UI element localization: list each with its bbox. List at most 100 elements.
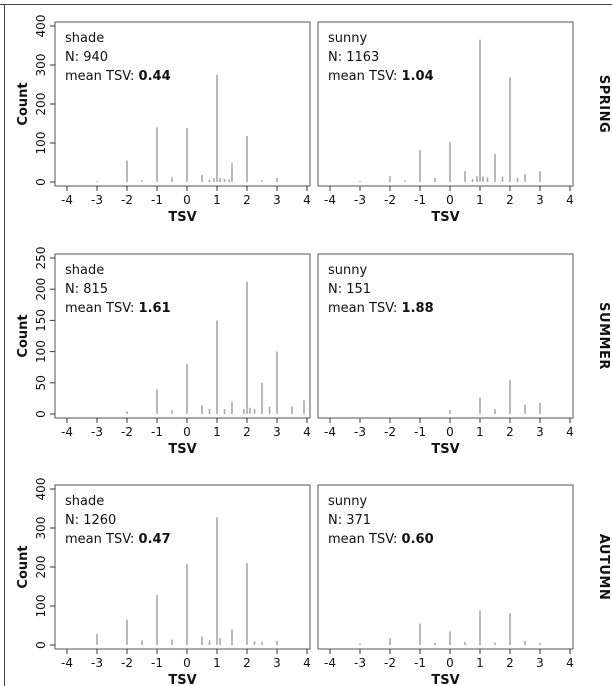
x-tick-label: 0 [446, 193, 454, 207]
x-tick-label: 4 [303, 656, 311, 670]
sample-size-label: N: 1163 [328, 50, 379, 65]
mean-tsv-label: mean TSV: 1.88 [328, 301, 434, 316]
x-tick-label: 1 [213, 193, 221, 207]
x-tick-label: -4 [324, 193, 336, 207]
mean-tsv-value: 0.44 [139, 69, 171, 84]
x-tick-label: 0 [446, 656, 454, 670]
mean-tsv-value: 1.61 [139, 301, 171, 316]
x-tick-label: 0 [446, 425, 454, 439]
x-axis-title: TSV [168, 442, 196, 457]
x-tick-label: 0 [183, 193, 191, 207]
x-axis-title: TSV [168, 210, 196, 225]
x-tick-label: -3 [354, 193, 366, 207]
mean-tsv-prefix: mean TSV: [328, 301, 402, 316]
y-tick-label: 400 [34, 15, 48, 38]
x-tick-label: 1 [476, 425, 484, 439]
x-tick-label: 3 [273, 193, 281, 207]
row-label-spring: SPRING [596, 75, 611, 133]
mean-tsv-value: 1.88 [402, 301, 434, 316]
sample-size-label: N: 940 [65, 50, 108, 65]
y-tick-label: 0 [34, 178, 48, 186]
x-tick-label: -3 [91, 425, 103, 439]
panel-frame [317, 484, 574, 650]
panel-frame [54, 484, 311, 650]
mean-tsv-value: 0.60 [402, 532, 434, 547]
x-tick-label: -2 [121, 193, 133, 207]
x-tick-label: -3 [91, 656, 103, 670]
x-tick-label: 0 [183, 656, 191, 670]
mean-tsv-value: 0.47 [139, 532, 171, 547]
panel-frame [317, 253, 574, 419]
y-tick-label: 250 [34, 247, 48, 270]
x-axis-title: TSV [431, 673, 459, 686]
group-label: shade [65, 494, 104, 509]
group-label: shade [65, 31, 104, 46]
y-tick-label: 100 [34, 132, 48, 155]
x-tick-label: 1 [476, 193, 484, 207]
x-tick-label: -4 [61, 425, 73, 439]
x-tick-label: -2 [384, 193, 396, 207]
x-tick-label: -1 [151, 193, 163, 207]
x-tick-label: -4 [324, 425, 336, 439]
x-axis-title: TSV [431, 210, 459, 225]
sample-size-label: N: 1260 [65, 513, 116, 528]
x-tick-label: 1 [213, 656, 221, 670]
y-tick-label: 200 [34, 278, 48, 301]
panel-frame [317, 21, 574, 187]
x-tick-label: 4 [566, 656, 574, 670]
x-tick-label: -4 [61, 656, 73, 670]
panel-spring-shade: -4 -3 -2 -1 0 1 2 3 4 TSV 0 100 200 300 400 Count shade N… [16, 15, 311, 225]
x-axis-title: TSV [431, 442, 459, 457]
mean-tsv-prefix: mean TSV: [65, 532, 139, 547]
x-tick-label: 4 [566, 193, 574, 207]
mean-tsv-prefix: mean TSV: [328, 69, 402, 84]
x-tick-label: -2 [384, 656, 396, 670]
panel-frame [54, 253, 311, 419]
y-tick-label: 400 [34, 478, 48, 501]
x-tick-label: 3 [536, 656, 544, 670]
x-tick-label: 2 [243, 193, 251, 207]
y-tick-label: 300 [34, 517, 48, 540]
x-tick-label: -1 [414, 425, 426, 439]
mean-tsv-label: mean TSV: 0.60 [328, 532, 434, 547]
x-tick-label: 1 [476, 656, 484, 670]
x-tick-label: 1 [213, 425, 221, 439]
y-tick-label: 150 [34, 309, 48, 332]
x-tick-label: 2 [506, 656, 514, 670]
panels-layer: -4 -3 -2 -1 0 1 2 3 4TSV0100200300400CountshadeN… [16, 15, 611, 686]
panel-frame [54, 21, 311, 187]
x-tick-label: 3 [536, 193, 544, 207]
x-tick-label: -1 [414, 193, 426, 207]
x-tick-label: 4 [303, 193, 311, 207]
y-tick-label: 200 [34, 93, 48, 116]
y-tick-label: 0 [34, 410, 48, 418]
panel-autumn-sunny: -4 -3 -2 -1 0 1 2 3 4 TSV sunny N: 371 mean TSV: 0.6… [317, 484, 611, 686]
panel-spring-sunny: -4 -3 -2 -1 0 1 2 3 4 TSV sunny N: 1163 mean TSV: 1.… [317, 21, 611, 225]
row-label-summer: SUMMER [596, 302, 611, 370]
mean-tsv-label: mean TSV: 1.04 [328, 69, 434, 84]
y-tick-label: 300 [34, 54, 48, 77]
x-tick-label: -1 [151, 656, 163, 670]
panel-summer-shade: -4 -3 -2 -1 0 1 2 3 4 TSV 0 50 100 150 200 250 Count shad… [16, 247, 311, 457]
x-tick-label: 0 [183, 425, 191, 439]
mean-tsv-prefix: mean TSV: [328, 532, 402, 547]
x-tick-label: -4 [324, 656, 336, 670]
row-label-autumn: AUTUMN [596, 534, 611, 600]
x-tick-label: -3 [91, 193, 103, 207]
y-axis-title: Count [16, 314, 31, 357]
group-label: sunny [328, 263, 367, 278]
sample-size-label: N: 371 [328, 513, 371, 528]
x-tick-label: 4 [303, 425, 311, 439]
mean-tsv-label: mean TSV: 1.61 [65, 301, 171, 316]
y-tick-label: 200 [34, 556, 48, 579]
x-tick-label: -2 [384, 425, 396, 439]
sample-size-label: N: 815 [65, 282, 108, 297]
mean-tsv-value: 1.04 [402, 69, 434, 84]
y-tick-label: 50 [34, 375, 48, 390]
x-tick-label: 4 [566, 425, 574, 439]
x-tick-label: -3 [354, 425, 366, 439]
y-axis-title: Count [16, 545, 31, 588]
x-tick-label: -2 [121, 656, 133, 670]
x-tick-label: -2 [121, 425, 133, 439]
